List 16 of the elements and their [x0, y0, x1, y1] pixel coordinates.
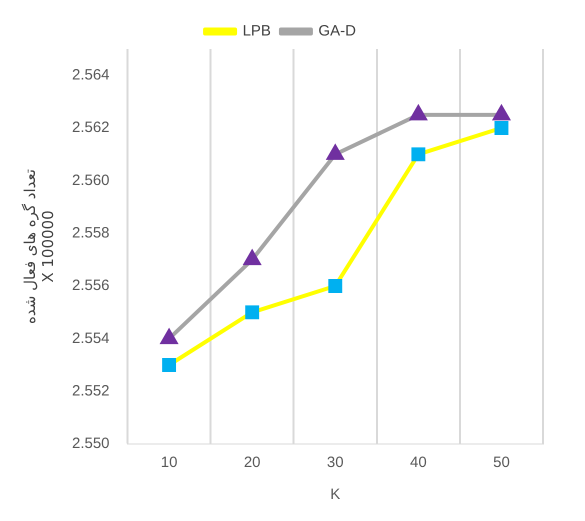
- y-tick-label: 2.562: [72, 119, 110, 136]
- legend-label: LPB: [242, 22, 271, 40]
- y-tick-label: 2.554: [72, 330, 110, 347]
- x-tick-label: 30: [326, 454, 344, 472]
- y-tick-label: 2.558: [72, 224, 110, 242]
- y-tick-label: 2.556: [72, 277, 110, 294]
- y-tick-label: 2.550: [72, 435, 110, 452]
- legend-label: GA-D: [318, 22, 356, 40]
- x-tick-label: 50: [493, 454, 510, 472]
- x-axis-title: K: [330, 486, 340, 504]
- x-tick-label: 20: [244, 454, 261, 472]
- y-tick-label: 2.564: [72, 66, 110, 84]
- x-tick-label: 10: [160, 454, 178, 472]
- x-tick-label: 40: [410, 454, 427, 472]
- y-tick-label: 2.560: [72, 172, 110, 189]
- y-tick-label: 2.552: [72, 382, 110, 400]
